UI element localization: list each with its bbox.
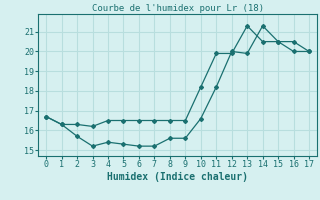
X-axis label: Humidex (Indice chaleur): Humidex (Indice chaleur) xyxy=(107,172,248,182)
Title: Courbe de l'humidex pour Lr (18): Courbe de l'humidex pour Lr (18) xyxy=(92,4,264,13)
